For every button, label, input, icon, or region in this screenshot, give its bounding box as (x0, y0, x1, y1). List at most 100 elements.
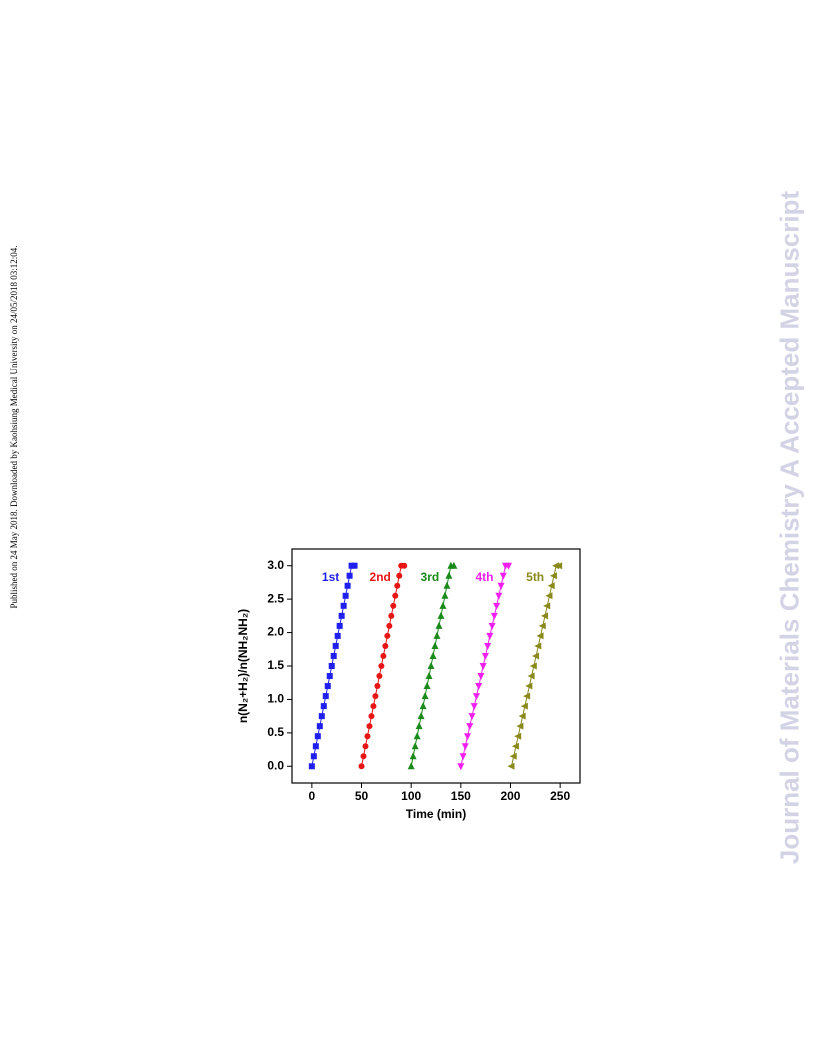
data-point (441, 591, 449, 599)
data-point (413, 732, 421, 740)
data-point (320, 703, 327, 710)
data-point (538, 622, 546, 630)
data-point (407, 762, 415, 770)
y-tick-label: 0.5 (267, 725, 284, 739)
data-point (450, 561, 458, 569)
series-label: 5th (526, 570, 544, 584)
x-tick-label: 150 (451, 789, 471, 803)
data-point (472, 693, 480, 701)
x-axis-title: Time (min) (406, 807, 466, 821)
data-point (326, 673, 333, 680)
data-point (336, 622, 343, 629)
x-tick-label: 200 (500, 789, 520, 803)
data-point (475, 683, 483, 691)
data-point (390, 602, 397, 609)
data-point (504, 562, 512, 570)
data-point (421, 692, 429, 700)
series-label: 4th (475, 570, 493, 584)
x-tick-label: 100 (401, 789, 421, 803)
data-point (468, 713, 476, 721)
data-point (429, 651, 437, 659)
data-point (527, 672, 535, 680)
data-point (378, 663, 385, 669)
series-line (460, 565, 509, 767)
data-point (366, 723, 373, 730)
data-point (409, 752, 417, 760)
data-point (324, 683, 331, 690)
data-point (382, 642, 389, 649)
y-tick-label: 2.5 (267, 591, 284, 605)
data-point (427, 662, 435, 669)
y-axis-title: n(N₂+H₂)/n(NH₂NH₂) (236, 609, 250, 723)
data-point (340, 602, 347, 609)
data-point (470, 703, 478, 711)
data-point (516, 722, 524, 730)
data-point (525, 682, 533, 690)
data-point (534, 642, 542, 650)
data-point (425, 672, 433, 680)
data-point (543, 602, 551, 610)
data-point (346, 572, 353, 579)
data-point (310, 753, 317, 760)
data-point (507, 762, 515, 770)
data-point (499, 572, 507, 580)
data-point (445, 571, 453, 579)
data-point (490, 612, 498, 620)
data-point (386, 622, 393, 629)
data-point (493, 602, 501, 610)
data-point (520, 702, 528, 710)
y-tick-label: 2.0 (267, 625, 284, 639)
data-point (431, 641, 439, 649)
data-point (457, 763, 465, 771)
data-point (488, 622, 496, 630)
data-point (411, 742, 419, 750)
data-point (380, 652, 387, 659)
data-point (368, 713, 375, 720)
data-point (443, 581, 451, 589)
y-tick-label: 1.5 (267, 658, 284, 672)
data-point (523, 692, 531, 700)
data-point (374, 683, 381, 690)
data-point (423, 682, 431, 690)
data-point (312, 743, 319, 750)
data-point (439, 601, 447, 609)
data-point (322, 693, 329, 700)
data-point (536, 632, 544, 640)
data-point (514, 732, 522, 740)
data-point (314, 733, 321, 740)
series-line (410, 565, 454, 767)
data-point (477, 673, 485, 681)
data-point (459, 753, 467, 761)
data-point (332, 642, 339, 649)
y-tick-label: 1.0 (267, 692, 284, 706)
series-line (361, 565, 405, 767)
data-point (384, 632, 391, 639)
data-point (415, 722, 423, 730)
data-point (358, 763, 365, 770)
data-point (388, 612, 395, 619)
data-point (351, 562, 358, 569)
x-tick-label: 50 (355, 789, 369, 803)
data-point (338, 612, 345, 619)
data-point (401, 562, 408, 569)
data-point (495, 592, 503, 600)
data-point (417, 712, 425, 720)
series-label: 2nd (370, 570, 391, 584)
data-point (486, 632, 494, 640)
data-point (529, 662, 537, 670)
data-point (372, 693, 379, 700)
data-point (497, 582, 505, 590)
data-point (419, 702, 427, 710)
data-point (316, 723, 323, 730)
y-tick-label: 0.0 (267, 758, 284, 772)
data-point (318, 713, 325, 720)
series-line (510, 565, 560, 767)
data-point (364, 733, 371, 740)
data-point (464, 733, 472, 741)
data-point (376, 673, 383, 680)
data-point (532, 652, 540, 660)
data-point (466, 723, 474, 731)
data-point (330, 652, 337, 659)
data-point (328, 663, 335, 669)
